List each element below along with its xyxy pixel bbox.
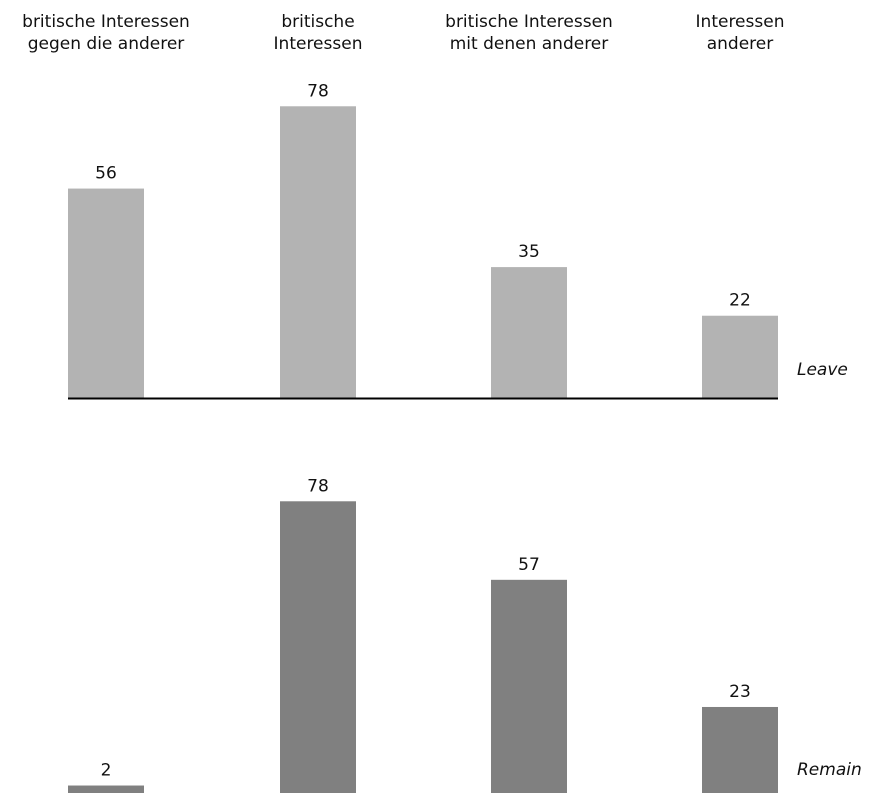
remain-bar-3	[491, 579, 567, 793]
leave-bar-2	[280, 106, 356, 398]
leave-bar-4	[702, 315, 778, 398]
series-label-remain: Remain	[797, 760, 862, 780]
category-label-3: britische Interessen mit denen anderer	[445, 12, 613, 54]
remain-value-label-1: 2	[101, 761, 112, 781]
leave-value-label-3: 35	[518, 242, 540, 262]
remain-value-label-4: 23	[729, 682, 751, 702]
leave-bar-1	[68, 188, 144, 398]
remain-value-label-3: 57	[518, 555, 540, 575]
remain-bar-1	[68, 785, 144, 793]
remain-bar-2	[280, 501, 356, 793]
panel-remain: 2 78 57 23 Remain	[68, 476, 862, 793]
leave-bar-3	[491, 267, 567, 398]
category-label-1: britische Interessen gegen die anderer	[22, 12, 190, 54]
category-label-2: britische Interessen	[274, 12, 363, 54]
remain-value-label-2: 78	[307, 476, 329, 496]
panel-leave: 56 78 35 22 Leave	[68, 81, 848, 400]
leave-value-label-2: 78	[307, 81, 329, 101]
series-label-leave: Leave	[797, 360, 848, 380]
leave-value-label-4: 22	[729, 291, 751, 311]
leave-value-label-1: 56	[95, 164, 117, 184]
remain-bar-4	[702, 706, 778, 793]
category-label-4: Interessen anderer	[696, 12, 785, 54]
category-labels: britische Interessen gegen die anderer bri…	[22, 12, 784, 54]
